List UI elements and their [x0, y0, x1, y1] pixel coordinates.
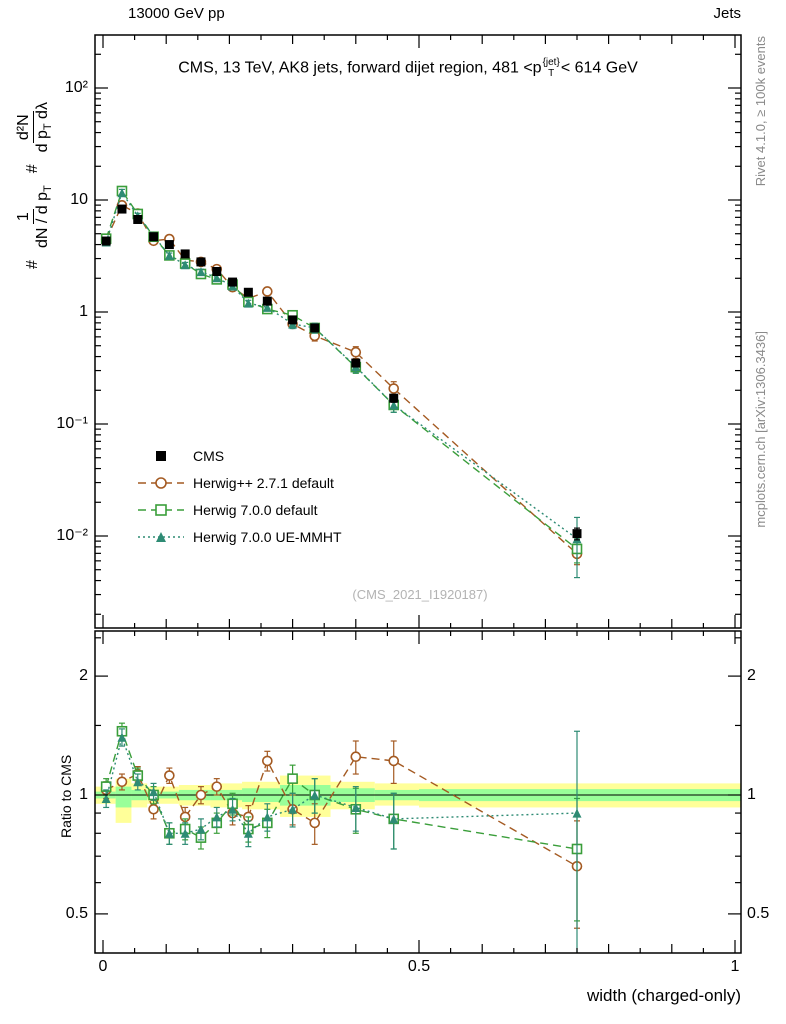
pt-jet-superscript: {jet}	[542, 57, 560, 68]
legend-label-herwig7-default: Herwig 7.0.0 default	[193, 502, 318, 518]
legend-label-herwig7-uemmht: Herwig 7.0.0 UE-MMHT	[193, 529, 342, 545]
rivet-version-caption: Rivet 4.1.0, ≥ 100k events	[753, 36, 768, 187]
plot-title-text-end: < 614 GeV	[560, 59, 638, 77]
ratio-tick-label-right: 2	[747, 667, 756, 684]
mcplots-arxiv-caption: mcplots.cern.ch [arXiv:1306.3436]	[753, 331, 768, 528]
beam-energy-label: 13000 GeV pp	[128, 5, 225, 22]
legend-label-herwigpp: Herwig++ 2.7.1 default	[193, 475, 334, 491]
pt-jet-subscript: T	[548, 67, 555, 79]
pt-jet-supsub: {jet} T	[542, 57, 560, 79]
x-axis-title: width (charged-only)	[586, 986, 741, 1005]
x-tick-label: 1	[730, 958, 740, 975]
y-tick-label: 10²	[64, 79, 88, 96]
ratio-tick-label-left: 0.5	[65, 905, 88, 922]
x-tick-label: 0	[98, 958, 108, 975]
ratio-tick-label-left: 2	[79, 667, 88, 684]
y-tick-label: 10	[70, 191, 88, 208]
analysis-type-label: Jets	[713, 5, 741, 22]
y-tick-label: 1	[79, 303, 88, 320]
y-tick-label: 10⁻¹	[56, 415, 88, 432]
ratio-tick-label-right: 0.5	[747, 905, 770, 922]
plot-title-text: CMS, 13 TeV, AK8 jets, forward dijet reg…	[178, 59, 542, 77]
hash-symbol: #	[24, 164, 41, 174]
ratio-tick-label-left: 1	[79, 786, 88, 803]
analysis-id-watermark: (CMS_2021_I1920187)	[352, 587, 488, 602]
x-tick-label: 0.5	[407, 958, 431, 975]
y-tick-label: 10⁻²	[56, 527, 88, 544]
ratio-tick-label-right: 1	[747, 786, 756, 803]
legend-label-cms: CMS	[193, 448, 225, 464]
hash-symbol: #	[24, 260, 41, 269]
plot-title: CMS, 13 TeV, AK8 jets, forward dijet reg…	[75, 57, 741, 79]
differential-fraction: d²N d pT dλ	[14, 102, 54, 153]
